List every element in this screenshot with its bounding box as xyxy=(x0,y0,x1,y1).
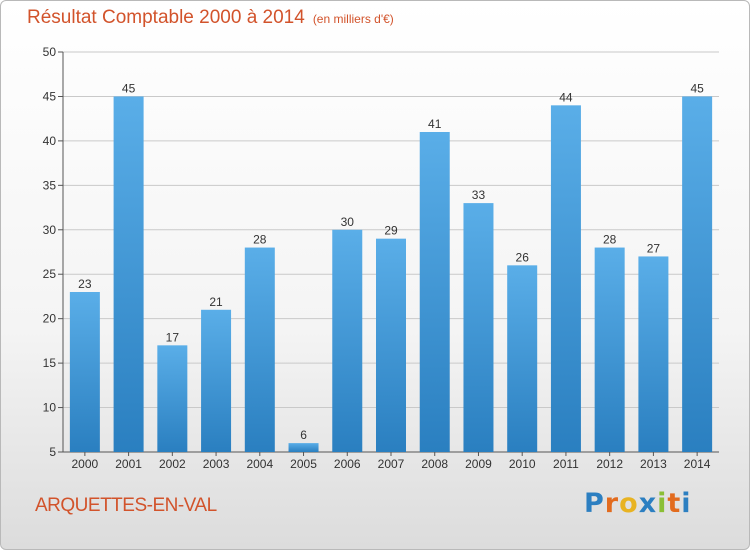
data-label: 41 xyxy=(428,117,442,131)
data-label: 6 xyxy=(300,428,307,442)
data-label: 28 xyxy=(603,233,617,247)
bar-2011 xyxy=(550,105,581,452)
x-tick-label: 2013 xyxy=(640,457,667,471)
logo-letter: t xyxy=(667,488,682,519)
x-tick-label: 2001 xyxy=(115,457,142,471)
logo-letter: i xyxy=(681,488,692,519)
bar-2010 xyxy=(507,265,538,452)
chart-title: Résultat Comptable 2000 à 2014 (en millie… xyxy=(27,7,394,29)
bar-2013 xyxy=(638,256,669,452)
bar-2009 xyxy=(463,203,494,452)
bar-2003 xyxy=(201,309,232,452)
x-tick-label: 2000 xyxy=(72,457,99,471)
logo-letter: o xyxy=(619,488,639,519)
data-label: 30 xyxy=(341,215,355,229)
x-tick-label: 2005 xyxy=(290,457,317,471)
data-label: 27 xyxy=(647,241,661,255)
bar-2002 xyxy=(157,345,188,452)
x-tick-label: 2009 xyxy=(465,457,492,471)
data-label: 28 xyxy=(253,233,267,247)
x-tick-label: 2008 xyxy=(421,457,448,471)
bar-2006 xyxy=(332,229,363,452)
data-label: 23 xyxy=(78,277,92,291)
y-tick-label: 30 xyxy=(43,223,57,237)
bars xyxy=(69,96,713,452)
data-label: 26 xyxy=(516,250,530,264)
y-tick-label: 5 xyxy=(49,445,56,459)
y-tick-label: 25 xyxy=(43,267,57,281)
x-tick-label: 2007 xyxy=(378,457,405,471)
x-tick-label: 2006 xyxy=(334,457,361,471)
labels: 2000 23 2001 45 2002 17 2003 21 2004 28 2005 6 2006 3… xyxy=(72,81,711,471)
data-label: 17 xyxy=(166,330,180,344)
x-tick-label: 2002 xyxy=(159,457,186,471)
bar-2004 xyxy=(244,247,275,452)
bar-2014 xyxy=(682,96,713,452)
bar-2005 xyxy=(288,443,319,452)
logo-letter: P xyxy=(584,488,605,519)
y-tick-label: 45 xyxy=(43,89,57,103)
data-label: 21 xyxy=(209,295,223,309)
location-name: ARQUETTES-EN-VAL xyxy=(35,495,217,516)
y-tick-label: 35 xyxy=(43,178,57,192)
logo-letter: x xyxy=(638,488,658,519)
bar-2000 xyxy=(69,292,100,452)
data-label: 44 xyxy=(559,90,573,104)
data-label: 45 xyxy=(122,81,136,95)
bar-2007 xyxy=(376,238,406,452)
y-tick-label: 20 xyxy=(43,312,57,326)
bar-2008 xyxy=(419,132,450,452)
y-tick-label: 50 xyxy=(43,45,57,59)
x-tick-label: 2014 xyxy=(684,457,711,471)
x-tick-label: 2003 xyxy=(203,457,230,471)
logo-letter: i xyxy=(657,488,668,519)
data-label: 33 xyxy=(472,188,486,202)
proxiti-logo: Proxiti xyxy=(584,488,692,519)
x-tick-label: 2012 xyxy=(596,457,623,471)
data-label: 45 xyxy=(690,81,704,95)
x-tick-label: 2004 xyxy=(246,457,273,471)
x-tick-label: 2010 xyxy=(509,457,536,471)
bar-2001 xyxy=(113,96,144,452)
x-tick-label: 2011 xyxy=(553,457,579,471)
chart-unit: (en milliers d'€) xyxy=(312,12,394,26)
y-tick-label: 40 xyxy=(43,134,57,148)
y-tick-label: 15 xyxy=(43,356,57,370)
logo-letter: r xyxy=(604,488,620,519)
y-tick-label: 10 xyxy=(43,401,57,415)
chart-title-text: Résultat Comptable 2000 à 2014 xyxy=(27,7,305,28)
bar-2012 xyxy=(594,247,625,452)
data-label: 29 xyxy=(384,224,398,238)
